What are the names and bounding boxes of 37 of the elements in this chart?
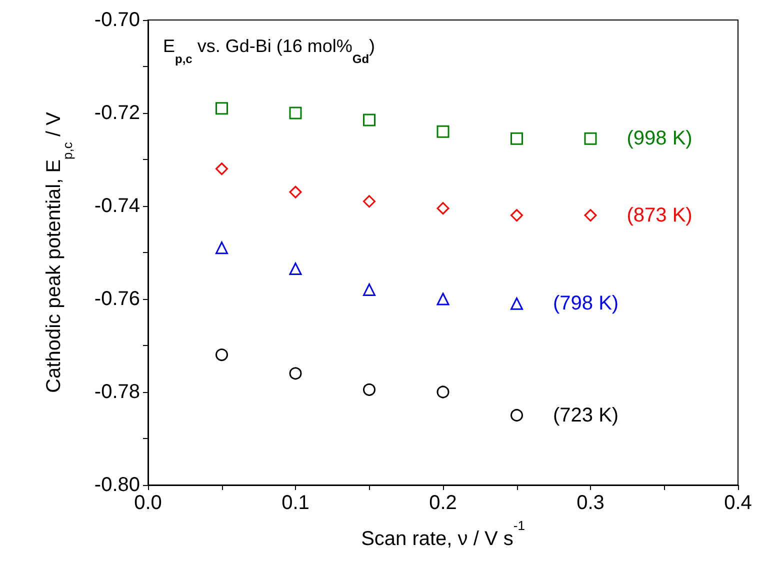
x-tick-label: 0.1 [282,492,310,514]
point [510,132,523,145]
point [510,409,523,422]
point [584,209,597,222]
y-tick-label: -0.72 [94,102,140,124]
x-tick-label: 0.2 [429,492,457,514]
point [289,186,302,198]
point [510,209,523,222]
point [584,132,597,145]
point [436,125,450,138]
point [289,262,302,276]
series-label: (723 K) [553,404,619,426]
y-axis-title: Cathodic peak potential, Ep,c / V [43,111,75,393]
series-label: (798 K) [553,292,619,315]
point [363,283,376,296]
y-tick-label: -0.74 [94,195,140,217]
y-tick-label: -0.76 [94,288,140,310]
point [289,367,302,380]
point [216,162,228,176]
y-tick-label: -0.78 [94,381,140,403]
point [216,348,228,362]
x-tick-label: 0.3 [576,492,604,514]
y-tick-label: -0.70 [94,9,140,31]
text: Ep,c vs. Gd-Bi (16 mol%Gd) [163,36,376,66]
point [363,114,376,126]
point [216,242,228,254]
series-label: (873 K) [626,204,692,226]
point [436,202,450,215]
x-tick-label: 0.4 [724,492,752,514]
point [363,195,376,208]
series-label: (998 K) [626,128,692,150]
point [510,297,523,310]
point [436,386,450,398]
point [363,383,376,396]
point [289,106,302,120]
point [216,102,228,115]
point [436,292,450,306]
